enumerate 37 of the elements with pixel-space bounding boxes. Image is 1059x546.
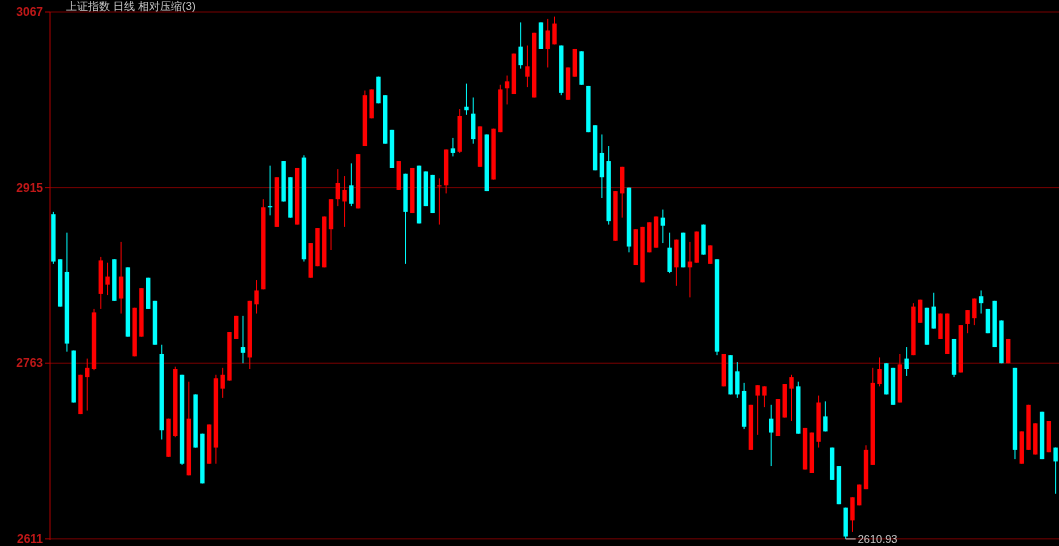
candlestick	[850, 496, 855, 533]
y-tick-label: 2915	[16, 180, 44, 195]
chart-title: 上证指数 日线 相对压缩(3)	[66, 0, 196, 12]
candlestick	[254, 279, 259, 315]
candlestick	[525, 45, 530, 88]
candlestick	[105, 262, 110, 296]
candlestick	[708, 244, 713, 265]
candlestick	[552, 16, 557, 45]
candlestick	[904, 346, 909, 377]
candlestick	[978, 289, 984, 315]
y-tick-label: 2611	[16, 531, 44, 546]
candlestick	[118, 241, 124, 315]
candlestick	[240, 315, 246, 364]
annotation: 2610.93	[857, 532, 898, 545]
candlestick	[965, 309, 970, 334]
candlestick	[450, 137, 456, 157]
candlestick	[504, 75, 510, 105]
y-tick-label: 2763	[16, 356, 44, 371]
y-tick-label: 3067	[16, 5, 44, 19]
candlestick	[437, 177, 442, 226]
candlestick	[220, 367, 225, 399]
candlestick	[1053, 447, 1058, 495]
candlestick	[335, 168, 340, 207]
candlestick	[789, 374, 794, 422]
candlestick	[769, 404, 774, 467]
candlestick	[755, 384, 760, 436]
candlestick	[464, 83, 469, 116]
candlestick	[762, 385, 767, 408]
candlestick	[349, 162, 354, 207]
candlestick	[877, 356, 882, 387]
candlestick	[823, 400, 828, 432]
candlestick	[518, 21, 523, 70]
candlestick	[342, 175, 347, 228]
candlestick	[931, 292, 936, 330]
candlestick	[735, 361, 740, 399]
candlestick	[972, 298, 977, 326]
candlestick	[545, 18, 550, 68]
